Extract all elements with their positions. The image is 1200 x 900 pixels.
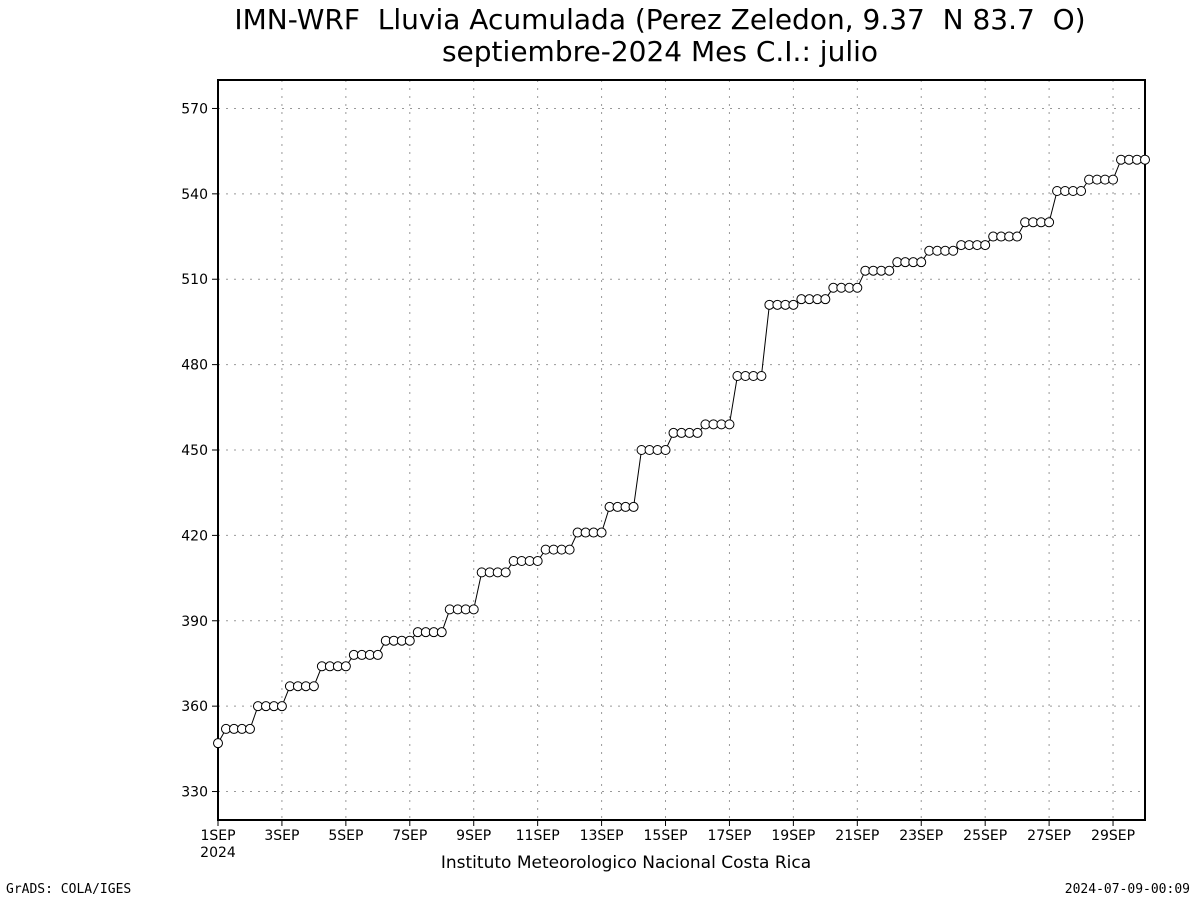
x-year-label: 2024: [200, 845, 236, 861]
data-point: [372, 649, 383, 660]
data-point: [724, 419, 735, 430]
data-point: [916, 257, 927, 268]
data-point: [596, 527, 607, 538]
data-point: [468, 604, 479, 615]
data-point: [1044, 217, 1055, 228]
data-point: [820, 294, 831, 305]
x-tick-label: 13SEP: [580, 828, 624, 844]
data-point: [980, 240, 991, 251]
x-tick-label: 29SEP: [1091, 828, 1135, 844]
y-tick-label: 390: [181, 614, 208, 630]
x-tick-label: 27SEP: [1027, 828, 1071, 844]
data-point: [500, 567, 511, 578]
generation-timestamp: 2024-07-09-00:09: [1064, 882, 1190, 897]
institution-label: Instituto Meteorologico Nacional Costa R…: [440, 853, 812, 873]
data-point: [788, 299, 799, 310]
y-tick-label: 510: [181, 272, 208, 288]
data-point: [948, 245, 959, 256]
plot-frame: [217, 79, 1146, 821]
data-point: [884, 265, 895, 276]
x-tick-label: 23SEP: [899, 828, 943, 844]
data-point: [756, 371, 767, 381]
data-point: [852, 282, 863, 293]
y-tick-label: 450: [181, 443, 208, 459]
data-point: [1076, 186, 1087, 196]
y-tick-label: 360: [181, 699, 208, 715]
x-tick-label: 21SEP: [835, 828, 879, 844]
data-point: [1140, 154, 1150, 165]
data-point: [276, 701, 287, 712]
software-credit: GrADS: COLA/IGES: [6, 882, 132, 897]
data-point: [692, 427, 703, 438]
data-point: [340, 661, 351, 672]
y-tick-label: 570: [181, 101, 208, 117]
data-point: [564, 544, 575, 555]
chart-title: IMN-WRF Lluvia Acumulada (Perez Zeledon,…: [234, 3, 1086, 36]
data-point: [1012, 231, 1023, 242]
data-point: [213, 738, 223, 749]
data-point: [628, 501, 639, 512]
y-tick-label: 480: [181, 358, 208, 374]
x-tick-label: 11SEP: [516, 828, 560, 844]
x-tick-label: 19SEP: [771, 828, 815, 844]
x-tick-label: 15SEP: [644, 828, 688, 844]
data-point: [244, 723, 255, 734]
y-tick-label: 420: [181, 528, 208, 544]
x-tick-label: 17SEP: [707, 828, 751, 844]
data-point: [1108, 174, 1119, 185]
y-tick-label: 540: [181, 187, 208, 203]
data-point: [660, 445, 671, 455]
data-point: [532, 556, 543, 566]
x-tick-label: 9SEP: [456, 828, 491, 844]
data-point: [404, 635, 415, 646]
y-tick-label: 330: [181, 785, 208, 801]
x-tick-label: 7SEP: [392, 828, 427, 844]
x-tick-label: 5SEP: [328, 828, 363, 844]
x-tick-label: 3SEP: [264, 828, 299, 844]
x-tick-label: 1SEP: [200, 828, 235, 844]
data-point: [436, 627, 447, 638]
data-point: [308, 681, 319, 692]
chart-subtitle: septiembre-2024 Mes C.I.: julio: [441, 35, 879, 68]
x-tick-label: 25SEP: [963, 828, 1007, 844]
